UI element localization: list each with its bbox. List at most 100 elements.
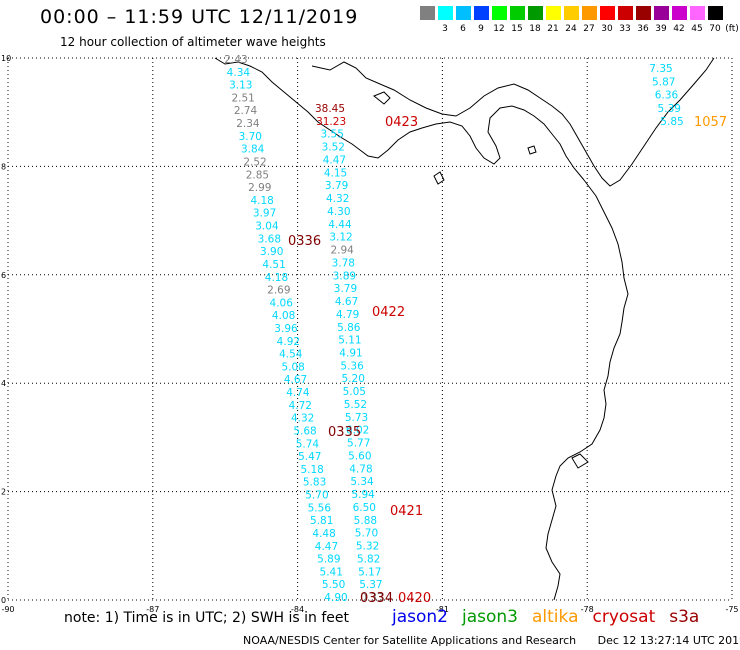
wave-height-value: 4.54 <box>279 349 303 361</box>
wave-height-value: 4.67 <box>284 374 307 386</box>
wave-height-value: 5.77 <box>347 438 370 450</box>
colorbar-label: 9 <box>478 24 484 34</box>
colorbar-swatch <box>654 6 669 20</box>
colorbar-swatch <box>528 6 543 20</box>
wave-height-value: 3.79 <box>325 180 348 192</box>
legend-jason3: jason3 <box>462 607 518 627</box>
wave-height-value: 4.32 <box>326 193 349 205</box>
wave-height-value: 5.74 <box>296 438 320 450</box>
wave-height-value: 4.67 <box>335 296 358 308</box>
wave-height-value: 5.86 <box>337 322 361 334</box>
wave-height-value: 3.55 <box>321 129 344 141</box>
island-pearl <box>433 171 445 185</box>
lat-tick-label: 8 <box>1 162 6 171</box>
map-title: 00:00 – 11:59 UTC 12/11/2019 <box>40 6 359 28</box>
wave-height-value: 5.34 <box>350 476 374 488</box>
wave-height-value: 5.05 <box>343 386 366 398</box>
legend-s3a: s3a <box>669 607 700 627</box>
wave-height-value: 5.50 <box>322 579 345 591</box>
colorbar-swatch <box>456 6 471 20</box>
colorbar-label: 18 <box>529 24 541 34</box>
wave-height-value: 5.73 <box>345 412 368 424</box>
colorbar-swatch <box>420 6 435 20</box>
wave-height-value: 0.33 <box>360 592 383 604</box>
wave-height-value: 7.35 <box>649 63 672 75</box>
lat-tick-label: 6 <box>1 271 6 280</box>
wave-height-value: 4.08 <box>272 310 295 322</box>
lon-tick-label: -81 <box>436 605 449 614</box>
wave-height-value: 3.12 <box>329 232 352 244</box>
coastline <box>214 57 715 601</box>
wave-height-value: 5.82 <box>357 553 380 565</box>
colorbar-label: 33 <box>619 24 631 34</box>
wave-height-value: 3.52 <box>322 142 345 154</box>
coastline-colombia <box>545 179 629 601</box>
wave-height-value: 3.70 <box>239 131 262 143</box>
wave-height-value: 2.94 <box>330 245 354 257</box>
map-subtitle: 12 hour collection of altimeter wave hei… <box>60 35 326 49</box>
legend-cryosat: cryosat <box>592 607 656 627</box>
wave-height-value: 4.06 <box>270 297 294 309</box>
wave-height-value: 3.89 <box>333 270 356 282</box>
pass-time-label: 0334 <box>360 591 393 606</box>
wave-height-value: 5.85 <box>660 116 683 128</box>
lat-lon-grid <box>7 57 733 601</box>
lon-tick-label: -75 <box>725 605 738 614</box>
pass-time-label: 0336 <box>288 234 321 249</box>
wave-height-value: 2.85 <box>246 169 269 181</box>
wave-height-value: 5.08 <box>281 361 304 373</box>
wave-height-value: 5.83 <box>303 477 326 489</box>
wave-height-value: 4.79 <box>336 309 359 321</box>
wave-height-value: 5.52 <box>344 399 367 411</box>
island-coiba <box>373 91 391 105</box>
wave-height-value: 2.74 <box>234 105 258 117</box>
colorbar-swatch <box>492 6 507 20</box>
colorbar-swatch <box>672 6 687 20</box>
colorbar-label: 12 <box>493 24 505 34</box>
wave-height-value: 5.39 <box>658 103 681 115</box>
pass-labels: 0423 0336 0422 0335 0421 0334 0420 1057 <box>288 115 727 606</box>
wave-height-value: 4.32 <box>291 413 314 425</box>
wave-height-value: 5.60 <box>348 450 371 462</box>
wave-height-value: 4.47 <box>323 154 346 166</box>
colorbar-swatch <box>474 6 489 20</box>
lat-tick-label: 2 <box>1 488 6 497</box>
wave-height-value: 4.90 <box>324 592 347 604</box>
wave-height-value: 5.37 <box>359 579 382 591</box>
wave-height-value: 5.36 <box>340 360 364 372</box>
colorbar-label: 39 <box>655 24 667 34</box>
lat-tick-label: 0 <box>1 596 6 605</box>
wave-height-value: 6.02 <box>346 425 369 437</box>
wave-height-value: 3.97 <box>253 208 276 220</box>
wave-height-value: 5.56 <box>308 502 332 514</box>
island-gorgona <box>571 453 589 469</box>
wave-height-values: 2.434.343.132.512.742.343.703.842.522.85… <box>224 54 683 604</box>
wave-height-value: 5.87 <box>652 76 675 88</box>
wave-height-value: 5.32 <box>356 541 379 553</box>
wave-height-value: 4.15 <box>324 167 347 179</box>
legend-jason2: jason2 <box>392 607 448 627</box>
lon-tick-label: -90 <box>1 605 14 614</box>
pass-time-label: 0422 <box>372 305 405 320</box>
wave-height-value: 5.68 <box>293 425 316 437</box>
colorbar-swatch <box>690 6 705 20</box>
wave-height-value: 3.78 <box>332 257 355 269</box>
wave-height-value: 4.91 <box>339 348 362 360</box>
colorbar-swatch <box>618 6 633 20</box>
colorbar-label: 45 <box>691 24 703 34</box>
colorbar-label: 70 <box>709 24 721 34</box>
wave-height-value: 4.30 <box>327 206 350 218</box>
wave-height-value: 4.18 <box>265 272 288 284</box>
colorbar-swatch <box>636 6 651 20</box>
wave-height-value: 4.44 <box>328 219 352 231</box>
wave-height-value: 4.34 <box>227 67 251 79</box>
wave-height-value: 2.99 <box>248 182 271 194</box>
lon-tick-label: -84 <box>291 605 304 614</box>
wave-height-value: 2.69 <box>267 285 290 297</box>
wave-height-value: 5.41 <box>320 566 343 578</box>
colorbar-label: 6 <box>460 24 466 34</box>
wave-height-value: 4.74 <box>286 387 310 399</box>
wave-height-value: 4.78 <box>349 463 372 475</box>
wave-height-value: 5.70 <box>305 490 328 502</box>
colorbar-label: 21 <box>547 24 559 34</box>
